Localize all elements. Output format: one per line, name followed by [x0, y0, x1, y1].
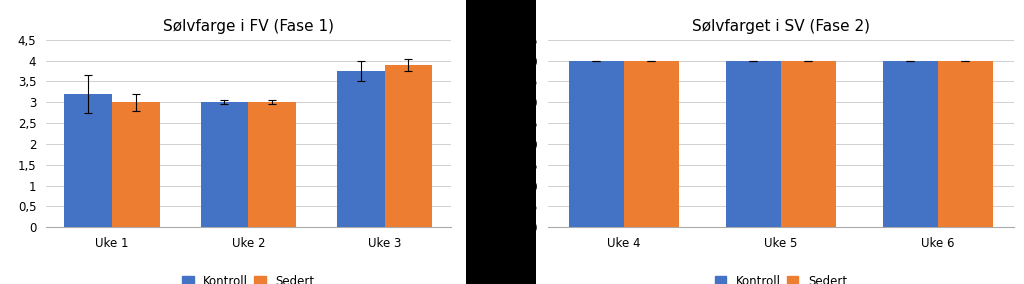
Bar — [113, 102, 160, 227]
Bar — [624, 60, 679, 227]
Bar — [384, 65, 432, 227]
Bar — [65, 94, 113, 227]
Title: Sølvfarget i SV (Fase 2): Sølvfarget i SV (Fase 2) — [692, 19, 869, 34]
Bar — [249, 102, 296, 227]
Bar — [569, 60, 624, 227]
Bar — [726, 60, 780, 227]
Legend: Kontroll, Sedert: Kontroll, Sedert — [177, 270, 319, 284]
Bar — [201, 102, 249, 227]
Bar — [781, 60, 836, 227]
Bar — [337, 71, 384, 227]
Bar — [883, 60, 938, 227]
Legend: Kontroll, Sedert: Kontroll, Sedert — [710, 270, 852, 284]
Bar — [938, 60, 992, 227]
Title: Sølvfarge i FV (Fase 1): Sølvfarge i FV (Fase 1) — [163, 19, 334, 34]
